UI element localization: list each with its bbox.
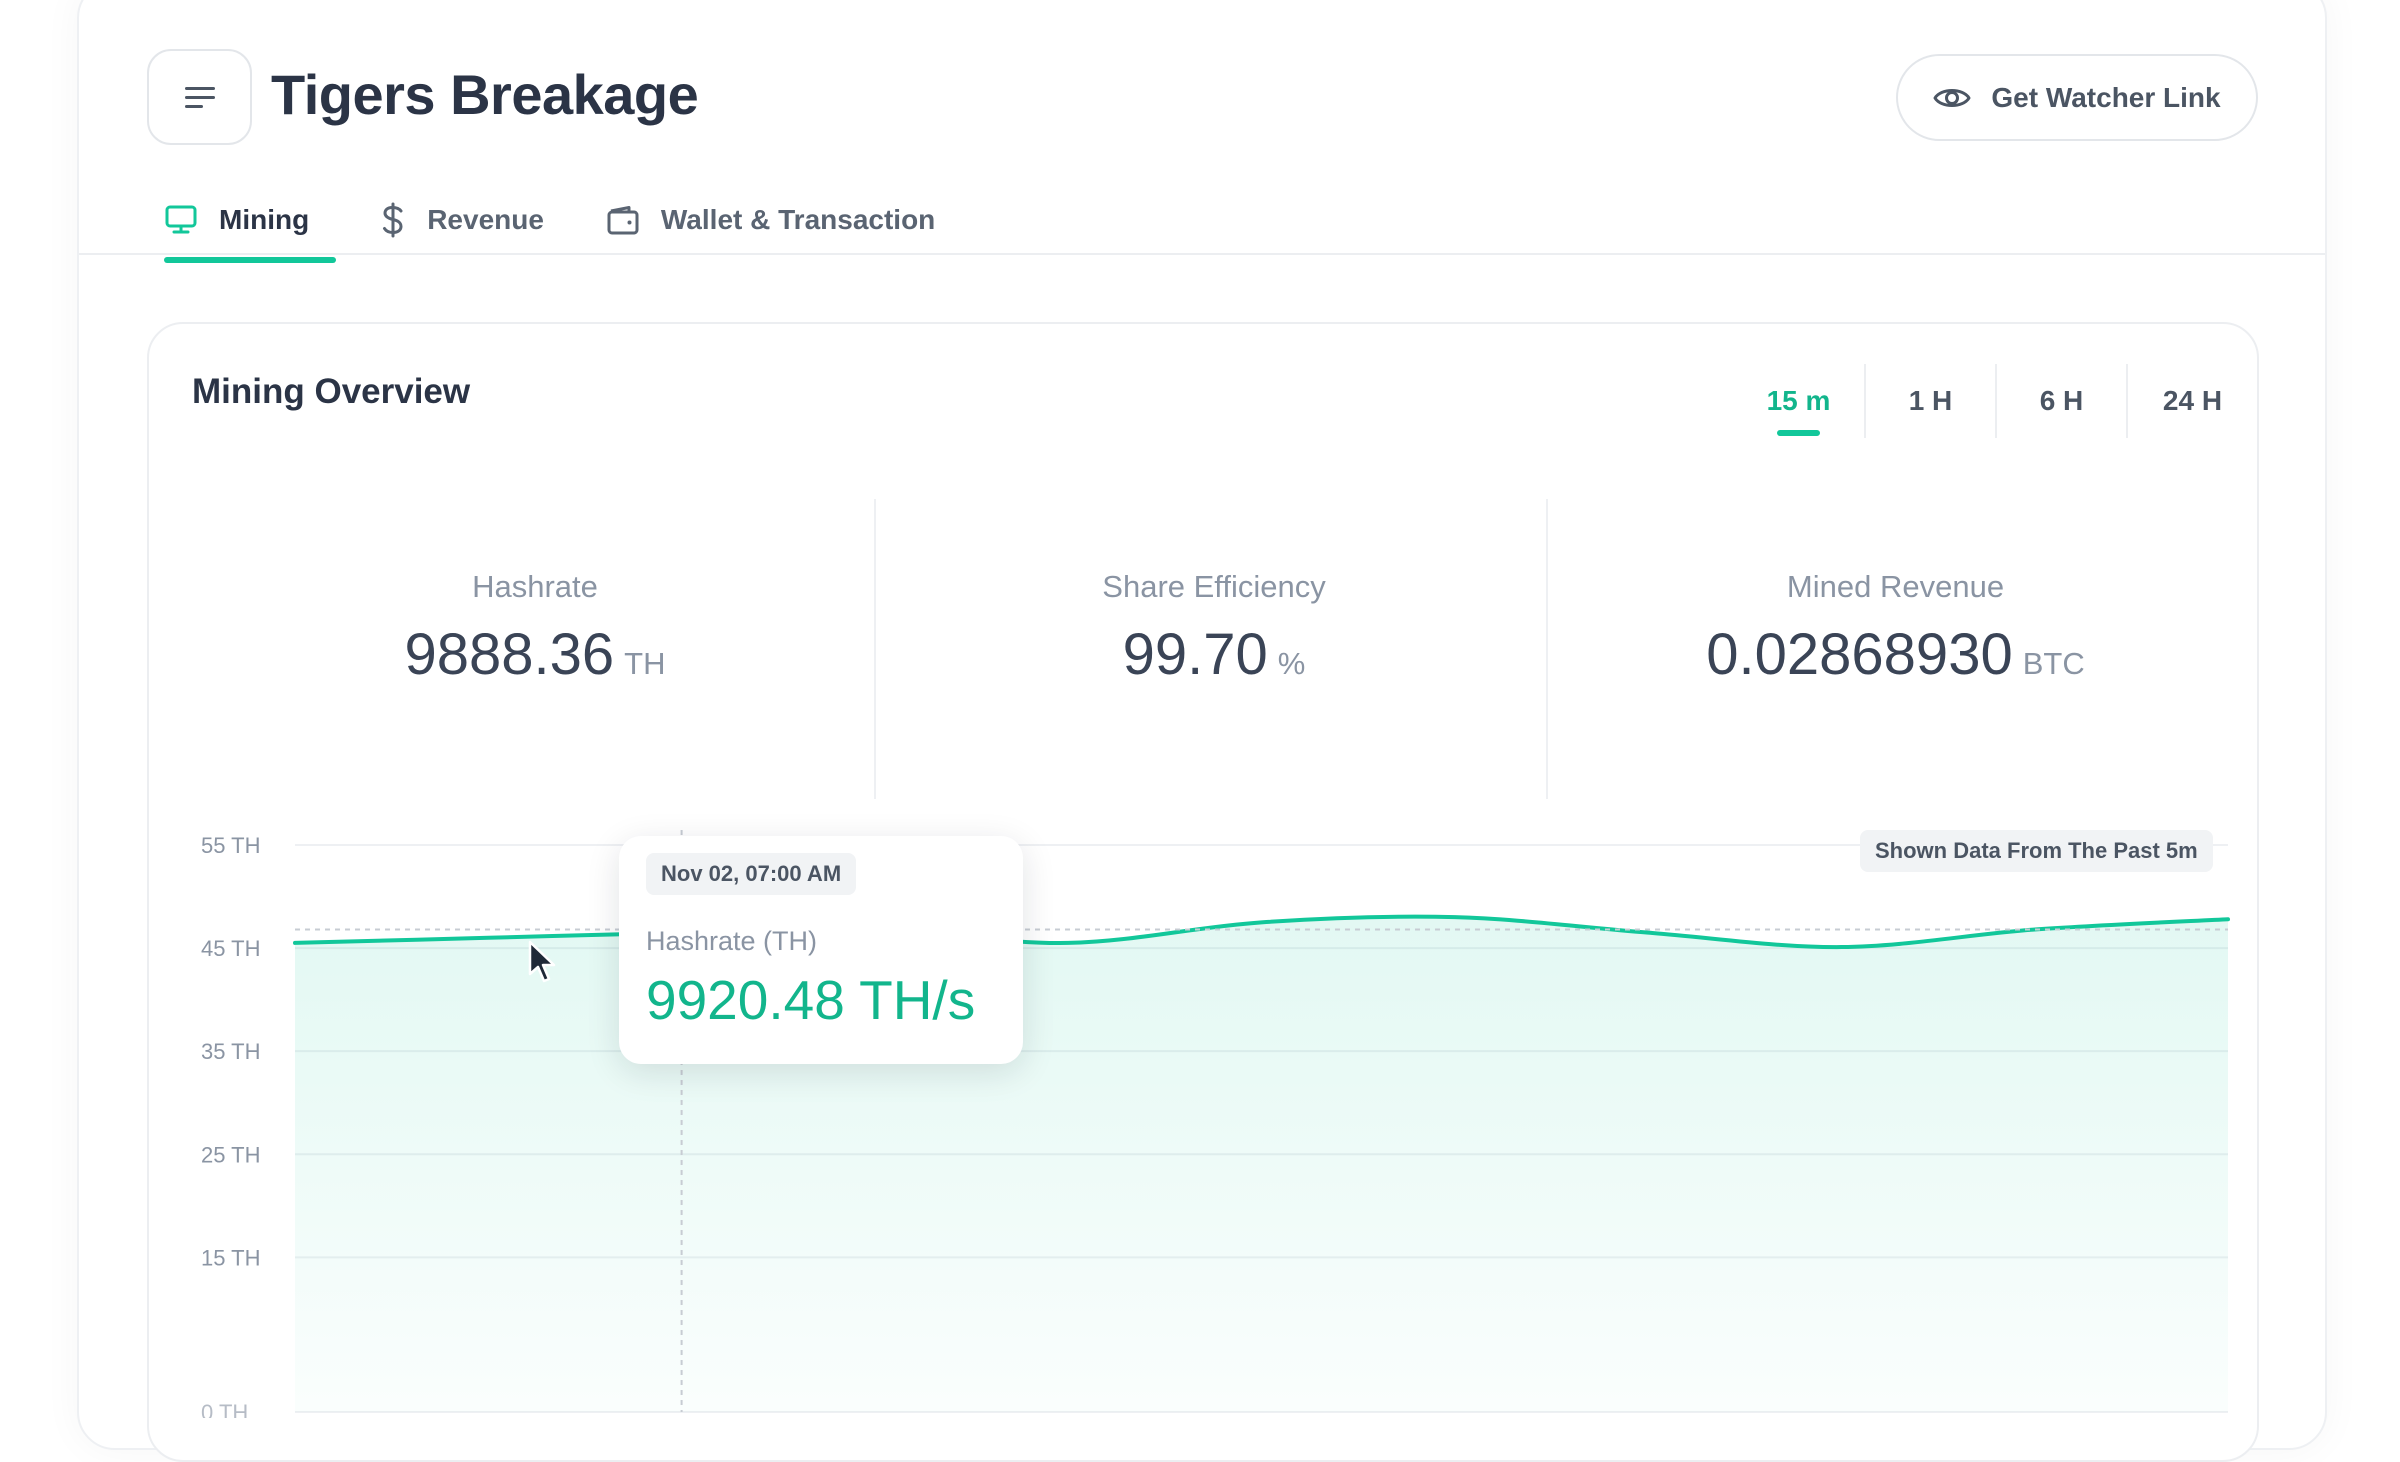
range-6h[interactable]: 6 H <box>1995 364 2126 438</box>
page-title: Tigers Breakage <box>271 63 699 126</box>
range-15m[interactable]: 15 m <box>1733 364 1864 438</box>
tab-wallet-transaction[interactable]: Wallet & Transaction <box>607 185 935 255</box>
menu-button[interactable] <box>147 49 252 145</box>
stat-divider <box>874 499 876 799</box>
range-1h[interactable]: 1 H <box>1864 364 1995 438</box>
hashrate-chart[interactable]: 55 TH 45 TH 35 TH 25 TH 15 TH 0 TH <box>0 0 2400 1418</box>
menu-icon <box>184 87 215 108</box>
get-watcher-link-button[interactable]: Get Watcher Link <box>1896 54 2258 141</box>
card-title: Mining Overview <box>192 372 471 411</box>
eye-icon <box>1933 88 1971 107</box>
stat-hashrate: Hashrate 9888.36 TH <box>149 569 921 688</box>
stat-unit: % <box>1277 646 1306 681</box>
tab-mining-label: Mining <box>219 204 310 235</box>
stat-share-efficiency: Share Efficiency 99.70% <box>874 569 1554 688</box>
stat-value: 9888.36 TH <box>404 622 666 687</box>
tab-wallet-label: Wallet & Transaction <box>660 204 936 235</box>
stat-label: Hashrate <box>472 569 598 604</box>
tooltip-label: Hashrate (TH) <box>646 926 818 956</box>
stat-value: 0.02868930 BTC <box>1706 622 2085 687</box>
get-watcher-link-label: Get Watcher Link <box>1991 81 2221 113</box>
y-tick-label: 45 TH <box>201 936 261 961</box>
time-range-selector: 15 m 1 H 6 H 24 H <box>1733 364 2257 438</box>
y-tick-label: 35 TH <box>201 1039 261 1064</box>
area-fill <box>295 916 2228 1412</box>
tab-revenue[interactable]: Revenue <box>381 185 544 255</box>
tooltip-value: 9920.48 TH/s <box>646 969 976 1031</box>
shown-data-badge: Shown Data From The Past 5m <box>1860 830 2213 872</box>
y-tick-label: 15 TH <box>201 1245 261 1270</box>
tooltip-date: Nov 02, 07:00 AM <box>646 853 857 895</box>
y-tick-label: 25 TH <box>201 1142 261 1167</box>
stat-label: Mined Revenue <box>1786 569 2005 604</box>
stat-unit: TH <box>624 646 666 681</box>
y-tick-label: 0 TH <box>201 1400 248 1418</box>
wallet-icon <box>607 206 639 235</box>
main-tabs: Mining Revenue Wallet & Transaction <box>147 185 935 263</box>
range-24h[interactable]: 24 H <box>2126 364 2257 438</box>
dollar-icon <box>383 202 403 238</box>
chart-tooltip: Nov 02, 07:00 AM Hashrate (TH) 9920.48 T… <box>619 836 1023 1064</box>
stat-value: 99.70% <box>1122 622 1306 687</box>
stat-label: Share Efficiency <box>1102 569 1326 604</box>
tab-mining[interactable]: Mining <box>163 185 337 263</box>
stat-unit: BTC <box>2022 646 2085 681</box>
stat-divider <box>1546 499 1548 799</box>
tab-revenue-label: Revenue <box>427 204 544 235</box>
monitor-icon <box>165 205 197 234</box>
y-tick-label: 55 TH <box>201 833 261 858</box>
header-divider <box>79 253 2325 255</box>
stat-mined-revenue: Mined Revenue 0.02868930 BTC <box>1546 569 2245 688</box>
mouse-cursor-icon <box>528 940 556 983</box>
